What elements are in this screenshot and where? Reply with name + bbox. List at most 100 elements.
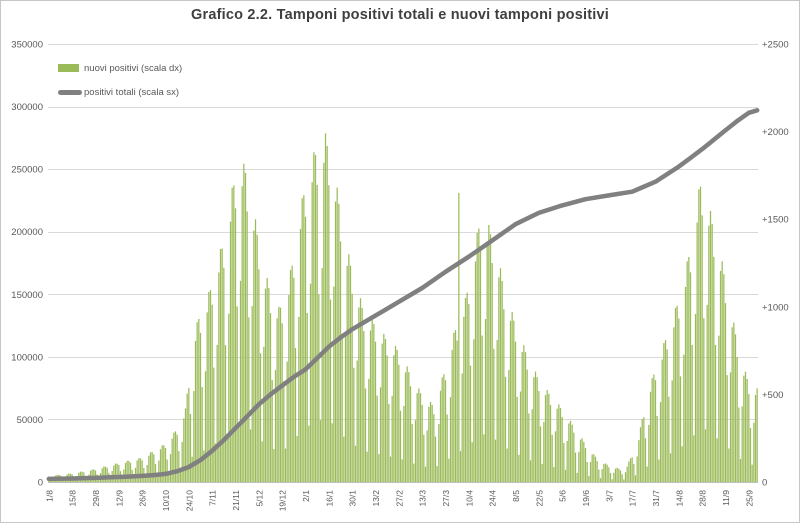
bar [548, 393, 550, 482]
bar [613, 472, 615, 482]
bar [594, 456, 597, 482]
bar [213, 367, 215, 482]
bar [258, 269, 260, 482]
bar [643, 417, 645, 482]
bar [291, 265, 293, 482]
y-axis-label-right: +500 [762, 390, 783, 401]
bar [121, 478, 123, 482]
bar [494, 439, 497, 482]
bar [626, 466, 628, 482]
bar [371, 319, 373, 482]
x-axis-label: 27/2 [394, 490, 404, 507]
bar [406, 366, 408, 482]
bar [488, 224, 490, 483]
bar [549, 404, 552, 482]
bar [698, 189, 700, 483]
bar [489, 234, 492, 482]
bar [369, 330, 372, 482]
bar [159, 449, 162, 482]
bar [394, 345, 397, 482]
bar [214, 443, 217, 482]
bar [164, 448, 167, 482]
bar [401, 459, 403, 482]
bar [649, 391, 652, 482]
bar [181, 441, 183, 482]
bar [738, 407, 740, 482]
bar [331, 423, 333, 482]
x-axis-label: 19/12 [278, 490, 288, 512]
bar [98, 479, 100, 482]
bar [246, 211, 248, 483]
bar [579, 439, 582, 482]
x-axis-label: 2/1 [301, 490, 311, 502]
bar [478, 228, 480, 482]
bar [366, 451, 368, 482]
bar [718, 335, 720, 482]
bar [261, 441, 263, 482]
x-axis-label: 10/10 [161, 490, 171, 512]
bar [241, 186, 243, 482]
bar [641, 418, 643, 482]
bar [514, 341, 517, 482]
bar [356, 360, 358, 482]
bar [228, 313, 230, 482]
bar [474, 261, 477, 482]
bar [609, 473, 612, 482]
bar [354, 445, 357, 482]
bar [696, 222, 698, 482]
bar [434, 436, 437, 482]
bar [484, 319, 487, 482]
bar [296, 436, 298, 482]
bar [416, 393, 418, 482]
bar [156, 476, 158, 482]
bar [269, 313, 272, 482]
bar [603, 463, 605, 482]
x-axis-label: 27/3 [441, 490, 451, 507]
bar [314, 154, 317, 482]
bar [693, 435, 695, 482]
bar [383, 333, 385, 482]
bar [221, 248, 223, 482]
legend: nuovi positivi (scala dx) positivi total… [58, 56, 182, 104]
y-axis-label-right: +1500 [762, 215, 789, 226]
bar [129, 462, 132, 482]
bar [263, 346, 265, 482]
bar [724, 303, 727, 482]
bar [706, 304, 708, 482]
bar [264, 288, 267, 482]
line-series [46, 108, 760, 482]
bar [439, 390, 442, 482]
bar [526, 369, 528, 482]
bar [128, 460, 130, 482]
bar [619, 470, 622, 482]
bar [381, 343, 383, 482]
bar [273, 449, 275, 482]
bar [266, 277, 268, 482]
bar [184, 408, 187, 482]
bar [114, 463, 117, 482]
bar [328, 185, 330, 482]
bar [588, 475, 590, 482]
bar [748, 394, 750, 482]
bar [654, 380, 657, 482]
y-axis-label-right: +2000 [762, 127, 789, 138]
y-axis-label-left: 100000 [11, 352, 43, 363]
bar [733, 322, 735, 482]
bar [454, 330, 457, 482]
bar [534, 371, 537, 482]
bar [541, 464, 543, 482]
bar [398, 364, 400, 482]
bar [708, 225, 710, 482]
chart-title: Grafico 2.2. Tamponi positivi totali e n… [191, 7, 609, 23]
bar [373, 323, 375, 482]
bar [236, 306, 238, 482]
bar [646, 466, 648, 482]
bar [253, 230, 255, 482]
bar [118, 465, 120, 482]
bar [284, 448, 287, 482]
bar [158, 460, 160, 482]
bar [201, 387, 203, 482]
bar [689, 272, 692, 482]
bar [161, 445, 163, 482]
bar [138, 458, 140, 482]
